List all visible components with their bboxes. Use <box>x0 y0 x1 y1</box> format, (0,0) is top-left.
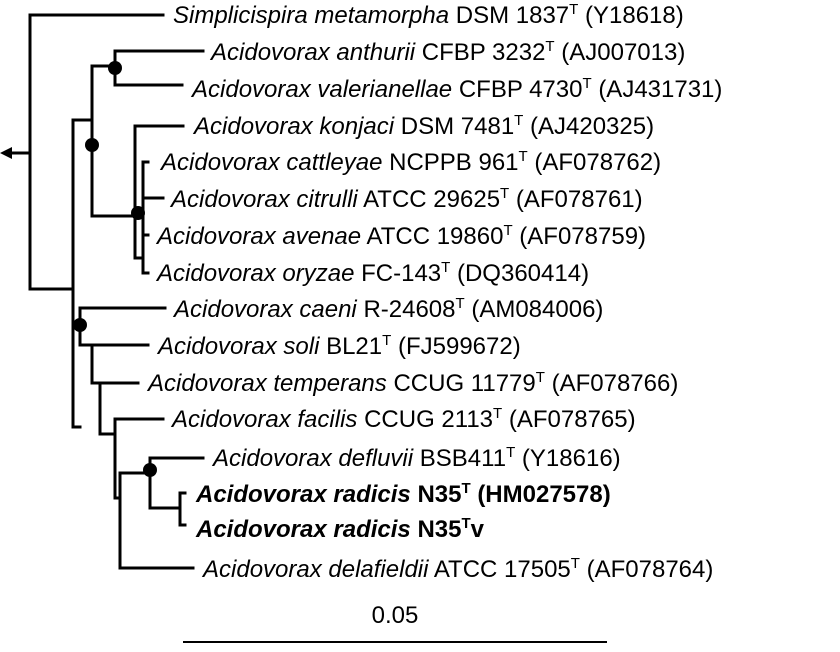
taxon-label: Acidovorax valerianellae CFBP 4730T (AJ4… <box>190 75 722 103</box>
taxon-label: Acidovorax avenae ATCC 19860T (AF078759) <box>155 222 646 250</box>
taxon-label: Acidovorax oryzae FC-143T (DQ360414) <box>155 259 589 287</box>
taxon-label: Acidovorax anthurii CFBP 3232T (AJ007013… <box>209 38 685 66</box>
bootstrap-node-icon <box>143 463 157 477</box>
taxon-label-highlighted: Acidovorax radicis N35Tv <box>195 515 485 543</box>
bootstrap-node-icon <box>131 206 145 220</box>
bootstrap-node-icon <box>85 138 99 152</box>
taxon-label: Acidovorax citrulli ATCC 29625T (AF07876… <box>169 185 643 213</box>
taxon-label: Acidovorax facilis CCUG 2113T (AF078765) <box>170 405 636 433</box>
scale-bar-label: 0.05 <box>372 602 419 629</box>
taxon-label: Simplicispira metamorpha DSM 1837T (Y186… <box>173 1 684 29</box>
taxon-label: Acidovorax caeni R-24608T (AM084006) <box>172 295 603 323</box>
bootstrap-node-icon <box>108 61 122 75</box>
taxon-label: Acidovorax soli BL21T (FJ599672) <box>156 332 521 360</box>
taxon-label: Acidovorax cattleyae NCPPB 961T (AF07876… <box>159 148 661 176</box>
taxon-label-highlighted: Acidovorax radicis N35T (HM027578) <box>195 480 611 508</box>
bootstrap-node-icon <box>73 318 87 332</box>
taxon-label: Acidovorax konjaci DSM 7481T (AJ420325) <box>192 112 654 140</box>
root-arrow-icon <box>0 147 12 159</box>
taxon-label: Acidovorax defluvii BSB411T (Y18616) <box>211 444 621 472</box>
taxon-label: Acidovorax delafieldii ATCC 17505T (AF07… <box>201 555 713 583</box>
taxon-label: Acidovorax temperans CCUG 11779T (AF0787… <box>146 369 678 397</box>
